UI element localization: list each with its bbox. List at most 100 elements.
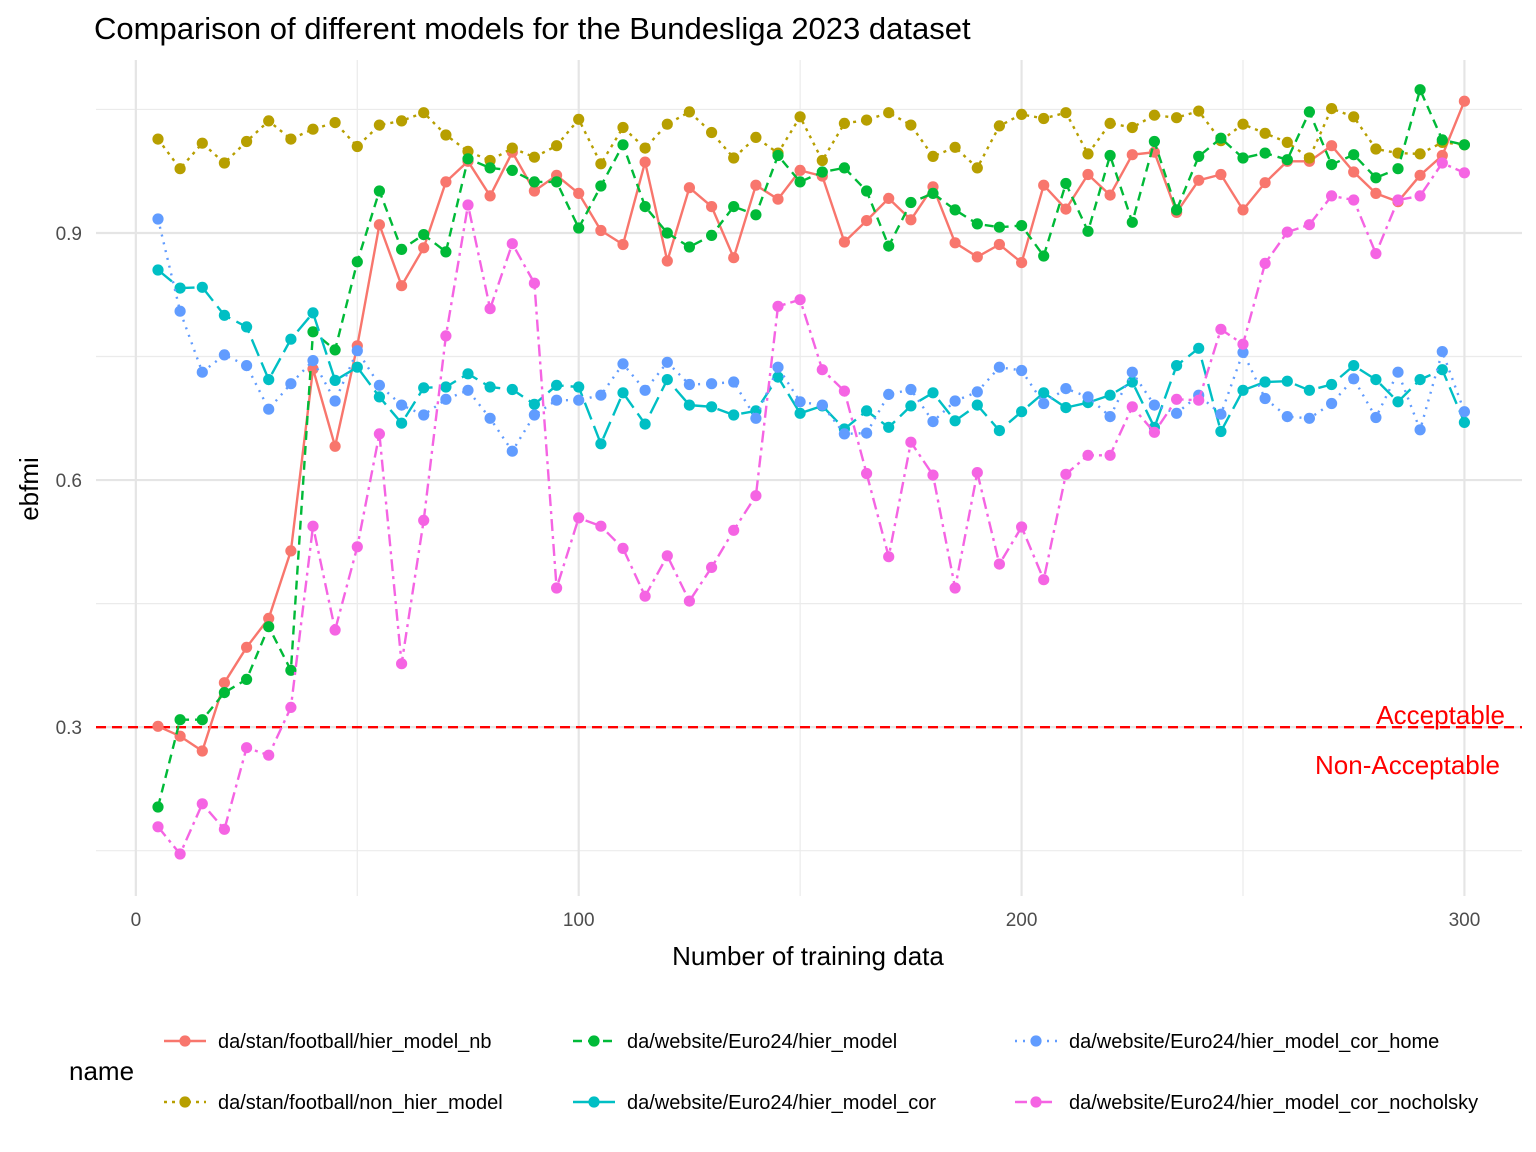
- data-point: [573, 394, 585, 406]
- data-point: [152, 213, 164, 225]
- data-point: [196, 137, 208, 149]
- data-point: [174, 305, 186, 317]
- data-point: [883, 388, 895, 400]
- data-point: [927, 387, 939, 399]
- data-point: [1148, 135, 1160, 148]
- legend-key-point: [179, 1035, 191, 1047]
- data-point: [1303, 219, 1315, 231]
- series-line: [157, 100, 1466, 753]
- data-point: [285, 545, 297, 557]
- data-point: [1215, 408, 1227, 420]
- data-point: [949, 415, 961, 427]
- data-point: [861, 405, 873, 417]
- legend-item: da/website/Euro24/hier_model: [573, 1031, 897, 1053]
- data-point: [174, 163, 186, 175]
- data-point: [329, 624, 341, 636]
- data-point: [1414, 84, 1426, 96]
- data-point: [1414, 190, 1426, 202]
- data-point: [1436, 346, 1448, 358]
- data-point: [484, 162, 496, 174]
- series-group: [152, 157, 1470, 860]
- data-point: [728, 252, 740, 264]
- data-point: [218, 823, 230, 835]
- data-point: [418, 107, 430, 119]
- data-point: [307, 307, 319, 319]
- data-point: [993, 238, 1006, 251]
- data-point: [838, 236, 851, 248]
- data-point: [617, 387, 629, 399]
- data-point: [396, 243, 408, 255]
- data-point: [1303, 412, 1315, 424]
- data-point: [772, 371, 784, 383]
- data-point: [794, 396, 806, 408]
- data-point: [1458, 167, 1470, 179]
- data-point: [396, 280, 408, 292]
- data-point: [1326, 159, 1338, 171]
- data-point: [1060, 107, 1072, 119]
- data-point: [1237, 338, 1249, 350]
- data-point: [1326, 378, 1338, 391]
- data-point: [396, 115, 408, 127]
- data-point: [418, 242, 430, 254]
- data-point: [639, 201, 651, 213]
- data-point: [971, 467, 983, 479]
- data-point: [905, 214, 917, 226]
- data-point: [373, 379, 385, 391]
- data-point: [683, 182, 696, 194]
- data-point: [971, 251, 983, 263]
- data-point: [462, 199, 474, 211]
- data-point: [152, 821, 164, 833]
- data-point: [1414, 424, 1426, 436]
- series-group: [152, 264, 1470, 450]
- data-point: [1348, 373, 1360, 385]
- data-point: [1126, 216, 1138, 228]
- data-point: [1259, 127, 1271, 139]
- data-point: [861, 114, 873, 126]
- data-point: [506, 164, 518, 176]
- data-point: [1016, 220, 1028, 232]
- data-point: [772, 149, 784, 162]
- x-tick-label: 200: [1006, 910, 1038, 931]
- data-point: [329, 395, 341, 407]
- data-point: [551, 140, 563, 152]
- legend-key-point: [588, 1096, 600, 1108]
- data-point: [462, 153, 474, 165]
- data-point: [683, 399, 696, 411]
- data-point: [440, 330, 452, 342]
- data-point: [617, 238, 629, 251]
- data-point: [351, 345, 363, 357]
- series-group: [152, 103, 1470, 175]
- data-point: [1215, 425, 1227, 438]
- data-point: [1237, 152, 1249, 164]
- data-point: [373, 119, 385, 131]
- data-point: [838, 117, 851, 129]
- data-point: [1281, 226, 1293, 238]
- data-point: [706, 378, 718, 390]
- data-point: [1326, 397, 1338, 410]
- data-point: [218, 687, 230, 699]
- data-point: [1171, 112, 1183, 124]
- data-point: [1392, 366, 1404, 378]
- data-point: [927, 469, 939, 481]
- data-point: [1458, 416, 1470, 428]
- data-point: [1126, 401, 1138, 413]
- data-point: [883, 192, 895, 204]
- data-point: [993, 425, 1006, 437]
- legend-key-point: [1030, 1096, 1042, 1108]
- data-point: [1038, 112, 1050, 125]
- data-point: [595, 180, 607, 192]
- data-point: [241, 742, 253, 754]
- data-point: [1016, 257, 1028, 269]
- data-point: [307, 355, 319, 367]
- data-point: [528, 409, 541, 421]
- data-point: [1259, 257, 1271, 269]
- data-point: [1326, 190, 1338, 202]
- data-point: [1237, 346, 1249, 358]
- data-point: [218, 157, 230, 169]
- data-point: [993, 221, 1006, 233]
- data-point: [196, 714, 208, 726]
- data-point: [484, 381, 496, 393]
- data-point: [1060, 402, 1072, 414]
- data-point: [1171, 393, 1183, 405]
- legend-key-point: [179, 1096, 191, 1108]
